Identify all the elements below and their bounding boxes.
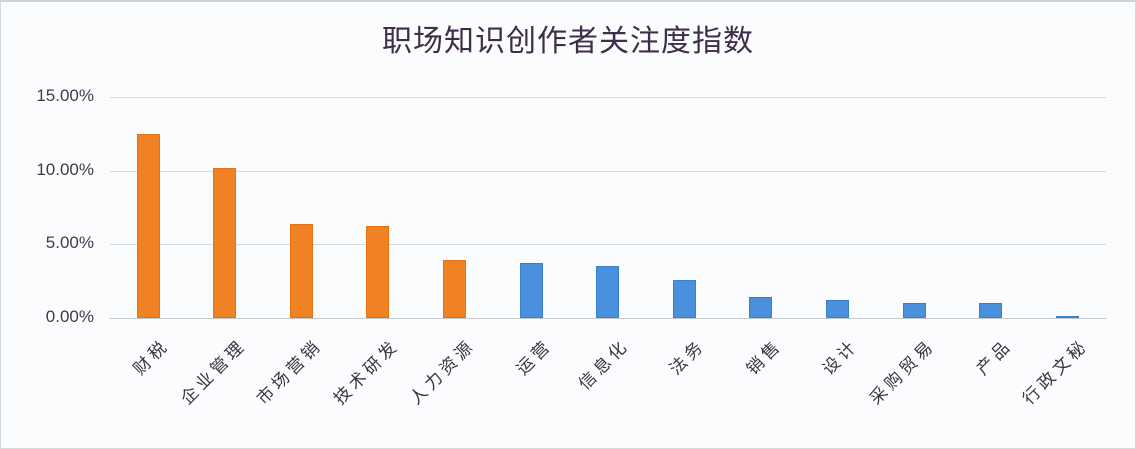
gridline: [110, 171, 1106, 172]
bar-3[interactable]: [366, 226, 389, 318]
x-axis-line: [110, 318, 1106, 319]
bar-2[interactable]: [290, 224, 313, 318]
y-tick-label: 0.00%: [45, 307, 94, 326]
gridline: [110, 244, 1106, 245]
chart-title: 职场知识创作者关注度指数: [382, 24, 754, 59]
bar-6[interactable]: [596, 266, 619, 318]
bar-9[interactable]: [826, 300, 849, 318]
bar-8[interactable]: [749, 297, 772, 318]
bar-0[interactable]: [137, 134, 160, 318]
y-tick-label: 10.00%: [36, 160, 94, 179]
bar-7[interactable]: [673, 280, 696, 318]
y-tick-label: 5.00%: [45, 233, 94, 252]
gridline: [110, 97, 1106, 98]
y-tick-label: 15.00%: [36, 86, 94, 105]
bar-5[interactable]: [520, 263, 543, 318]
bar-11[interactable]: [979, 303, 1002, 318]
bar-1[interactable]: [213, 168, 236, 318]
bar-12[interactable]: [1056, 316, 1079, 318]
bar-10[interactable]: [903, 303, 926, 318]
bar-4[interactable]: [443, 260, 466, 318]
